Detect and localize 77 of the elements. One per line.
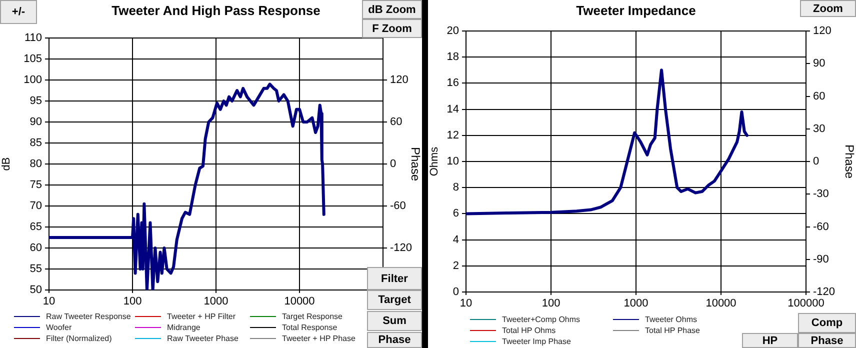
x-tick-label: 100000 xyxy=(788,298,824,310)
y2-tick-label: 30 xyxy=(813,122,826,135)
legend-label: Raw Tweeter Response xyxy=(46,312,131,321)
y2-tick-label: 120 xyxy=(390,74,408,86)
y2-tick-label: 90 xyxy=(813,58,826,70)
chart-title: Tweeter And High Pass Response xyxy=(112,3,320,18)
legend-label: Total Response xyxy=(282,323,338,332)
y-tick-label: 50 xyxy=(30,284,42,296)
y-tick-label: 16 xyxy=(446,77,459,90)
y-tick-label: 65 xyxy=(30,221,42,234)
x-tick-label: 10000 xyxy=(284,296,315,308)
y-tick-label: 80 xyxy=(30,158,42,170)
chart-title: Tweeter Impedance xyxy=(575,3,697,18)
y-tick-label: 20 xyxy=(446,25,459,38)
y-tick-label: 0 xyxy=(452,286,459,298)
y-tick-label: 105 xyxy=(24,53,42,66)
text: Comp xyxy=(798,313,856,333)
y-axis-title: dB xyxy=(0,157,13,171)
text: Sum xyxy=(367,311,422,331)
y2-tick-label: 60 xyxy=(813,90,826,102)
y-tick-label: 110 xyxy=(24,32,42,44)
text: Phase xyxy=(367,332,422,348)
y-tick-label: 85 xyxy=(30,137,42,150)
annotation: Filter xyxy=(367,267,422,290)
y-tick-label: 18 xyxy=(446,51,459,64)
y-tick-label: 90 xyxy=(30,116,42,128)
text: Phase xyxy=(798,333,856,348)
legend-label: Total HP Ohms xyxy=(502,326,556,335)
y2-tick-label: -60 xyxy=(813,220,829,233)
y2-axis-title: Phase xyxy=(408,146,422,182)
legend-label: Total HP Phase xyxy=(645,326,700,335)
y2-tick-label: -60 xyxy=(390,200,406,212)
y-tick-label: 95 xyxy=(30,95,42,108)
legend-label: Filter (Normalized) xyxy=(46,334,112,343)
y2-tick-label: -120 xyxy=(390,242,412,254)
y-tick-label: 14 xyxy=(446,103,459,116)
x-tick-label: 10000 xyxy=(706,298,736,310)
y2-tick-label: 0 xyxy=(813,156,820,168)
x-tick-label: 100 xyxy=(123,296,142,308)
y-axis-title: Ohms xyxy=(428,146,441,176)
text: F Zoom xyxy=(362,19,422,38)
x-tick-label: 10 xyxy=(42,296,56,308)
legend-label: Raw Tweeter Phase xyxy=(167,334,238,343)
x-tick-label: 100 xyxy=(542,298,560,310)
y-tick-label: 100 xyxy=(24,74,42,86)
y-tick-label: 10 xyxy=(446,156,459,168)
legend-label: Tweeter+Comp Ohms xyxy=(502,315,580,324)
y-tick-label: 6 xyxy=(452,208,459,220)
legend-label: Tweeter Imp Phase xyxy=(502,337,571,346)
y-tick-label: 60 xyxy=(30,242,42,254)
y-tick-label: 2 xyxy=(452,260,459,272)
text: Zoom xyxy=(800,0,856,17)
y2-tick-label: 60 xyxy=(390,116,402,128)
text: HP xyxy=(742,333,798,348)
legend-label: Target Response xyxy=(282,312,342,321)
y-tick-label: 12 xyxy=(446,129,459,142)
y-tick-label: 75 xyxy=(30,179,42,192)
y2-tick-label: -120 xyxy=(813,286,836,298)
y-tick-label: 55 xyxy=(30,263,42,276)
text: Target xyxy=(367,290,422,310)
y-tick-label: 4 xyxy=(452,234,459,246)
y2-tick-label: 0 xyxy=(390,158,396,170)
legend-label: Tweeter + HP Phase xyxy=(282,334,356,343)
text: +/- xyxy=(0,0,37,24)
y2-tick-label: -30 xyxy=(813,188,829,200)
y2-tick-label: 120 xyxy=(813,25,832,38)
text: dB Zoom xyxy=(362,0,422,19)
x-tick-label: 1000 xyxy=(204,296,228,308)
legend-label: Woofer xyxy=(46,323,72,332)
y2-axis-title: Phase xyxy=(842,144,856,179)
x-tick-label: 1000 xyxy=(624,298,648,310)
y-tick-label: 8 xyxy=(452,182,459,194)
y-tick-label: 70 xyxy=(30,200,42,212)
legend-label: Midrange xyxy=(167,323,200,332)
legend-label: Tweeter + HP Filter xyxy=(167,312,236,321)
legend-label: Tweeter Ohms xyxy=(645,315,698,324)
y2-tick-label: -90 xyxy=(813,253,829,266)
